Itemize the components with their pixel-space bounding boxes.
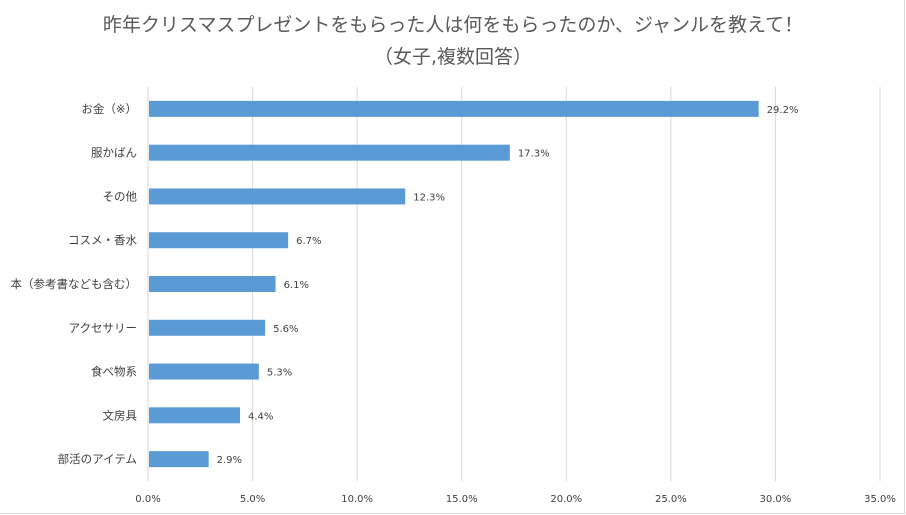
bar [149,276,276,292]
bar [149,232,289,249]
x-tick-label: 20.0% [550,494,582,505]
data-label: 29.2% [767,105,799,116]
x-tick-label: 10.0% [341,494,373,505]
x-tick-label: 0.0% [135,494,160,505]
chart-subtitle: （女子,複数回答） [373,46,533,68]
data-label: 6.1% [284,280,309,291]
data-label: 4.4% [248,411,273,422]
bar [149,319,266,336]
data-label: 5.6% [273,324,298,335]
x-tick-label: 5.0% [240,494,265,505]
chart-title: 昨年クリスマスプレゼントをもらった人は何をもらったのか、ジャンルを教えて！ [102,14,804,36]
bar [149,451,209,468]
data-label: 5.3% [267,368,292,379]
x-tick-label: 30.0% [760,494,792,505]
category-label: その他 [103,189,138,203]
x-tick-label: 35.0% [864,494,896,505]
bar [149,407,241,424]
category-label: アクセサリー [69,321,137,335]
category-label: 本（参考書なども含む） [11,277,138,291]
category-label: 文房具 [103,408,138,422]
data-label: 12.3% [413,192,445,203]
bar [149,363,259,380]
category-label: 部活のアイテム [58,452,137,466]
data-label: 6.7% [296,236,321,247]
x-tick-label: 15.0% [446,494,478,505]
category-label: お金（※） [81,102,137,116]
bar [149,100,759,117]
category-label: コスメ・香水 [68,233,137,247]
category-label: 食べ物系 [91,365,137,379]
data-label: 2.9% [217,455,242,466]
bar [149,144,510,161]
x-tick-label: 25.0% [655,494,687,505]
category-label: 服かばん [91,146,137,160]
data-label: 17.3% [518,149,550,160]
bar [149,188,406,205]
